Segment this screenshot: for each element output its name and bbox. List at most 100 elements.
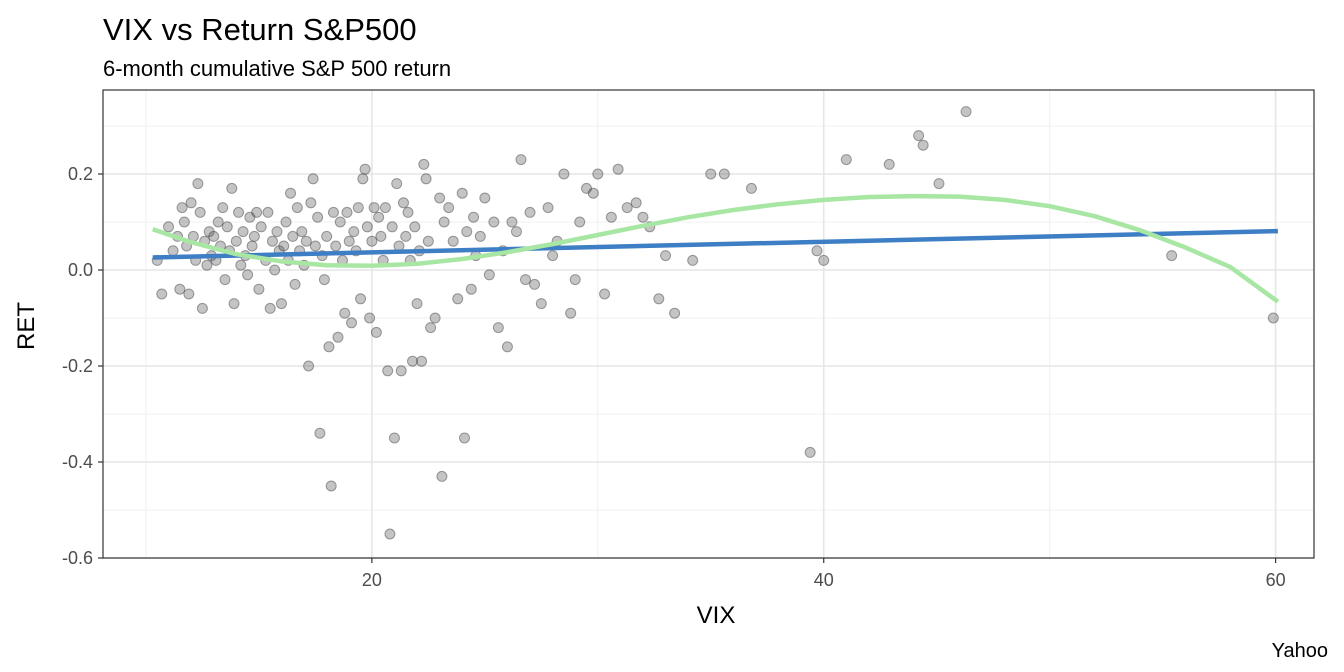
- data-point: [287, 230, 299, 242]
- data-point: [307, 173, 319, 185]
- data-point: [436, 470, 448, 482]
- chart-subtitle: 6-month cumulative S&P 500 return: [103, 56, 451, 81]
- data-point: [492, 322, 504, 334]
- data-point: [246, 240, 258, 252]
- data-point: [384, 528, 396, 540]
- data-point: [176, 202, 188, 214]
- data-point: [192, 178, 204, 190]
- x-axis-title: VIX: [697, 602, 736, 629]
- x-tick-label: 40: [814, 570, 834, 590]
- data-point: [840, 154, 852, 166]
- data-point: [468, 211, 480, 223]
- data-point: [1166, 250, 1178, 262]
- data-point: [569, 274, 581, 286]
- data-point: [883, 158, 895, 170]
- data-point: [565, 307, 577, 319]
- data-point: [235, 259, 247, 271]
- data-point: [397, 197, 409, 209]
- data-point: [438, 216, 450, 228]
- data-point: [323, 341, 335, 353]
- data-point: [425, 322, 437, 334]
- data-point: [379, 202, 391, 214]
- data-point: [411, 298, 423, 310]
- data-point: [226, 182, 238, 194]
- data-point: [501, 341, 513, 353]
- data-point: [312, 211, 324, 223]
- data-point: [407, 355, 419, 367]
- data-point: [244, 211, 256, 223]
- data-point: [745, 182, 757, 194]
- data-point: [167, 245, 179, 257]
- x-axis: 20 40 60: [362, 558, 1286, 590]
- panel-border: [102, 89, 1315, 559]
- y-axis-title: RET: [13, 302, 40, 350]
- data-point: [558, 168, 570, 180]
- data-point: [194, 206, 206, 218]
- caption: Yahoo: [1272, 640, 1328, 662]
- data-point: [185, 197, 197, 209]
- data-point: [917, 139, 929, 151]
- data-point: [422, 235, 434, 247]
- data-point: [339, 307, 351, 319]
- data-point: [300, 235, 312, 247]
- data-point: [296, 226, 308, 238]
- data-point: [321, 230, 333, 242]
- data-point: [208, 230, 220, 242]
- data-point: [510, 226, 522, 238]
- data-point: [203, 226, 215, 238]
- data-point: [705, 168, 717, 180]
- data-point: [305, 197, 317, 209]
- data-point: [458, 432, 470, 444]
- data-point: [178, 216, 190, 228]
- data-point: [212, 216, 224, 228]
- data-point: [183, 288, 195, 300]
- data-point: [1267, 312, 1279, 324]
- data-point: [230, 235, 242, 247]
- data-point: [370, 326, 382, 338]
- data-point: [524, 206, 536, 218]
- data-point: [718, 168, 730, 180]
- data-point: [391, 178, 403, 190]
- data-point: [605, 211, 617, 223]
- data-point: [375, 230, 387, 242]
- data-point: [228, 298, 240, 310]
- data-point: [429, 312, 441, 324]
- data-point: [242, 269, 254, 281]
- data-point: [506, 216, 518, 228]
- data-point: [580, 182, 592, 194]
- data-point: [237, 226, 249, 238]
- data-point: [156, 288, 168, 300]
- data-point: [804, 446, 816, 458]
- data-point: [913, 130, 925, 142]
- data-point: [465, 283, 477, 295]
- data-point: [519, 274, 531, 286]
- y-axis: -0.6 -0.4 -0.2 0.0 0.2: [62, 164, 103, 568]
- data-point: [309, 240, 321, 252]
- data-point: [612, 163, 624, 175]
- data-point: [255, 221, 267, 233]
- data-point: [361, 221, 373, 233]
- y-tick-label: -0.4: [62, 452, 93, 472]
- data-point: [269, 264, 281, 276]
- data-point: [248, 230, 260, 242]
- data-point: [637, 211, 649, 223]
- x-tick-label: 60: [1266, 570, 1286, 590]
- data-point: [318, 274, 330, 286]
- x-tick-label: 20: [362, 570, 382, 590]
- data-point: [388, 432, 400, 444]
- data-point: [233, 206, 245, 218]
- data-point: [368, 202, 380, 214]
- data-point: [479, 192, 491, 204]
- data-point: [357, 173, 369, 185]
- data-point: [343, 235, 355, 247]
- y-tick-label: 0.2: [68, 164, 93, 184]
- data-point: [409, 221, 421, 233]
- data-point: [217, 202, 229, 214]
- data-point: [341, 206, 353, 218]
- data-point: [221, 221, 233, 233]
- linear-fit-line: [152, 228, 1278, 260]
- data-point: [402, 206, 414, 218]
- chart-title: VIX vs Return S&P500: [103, 12, 417, 47]
- data-point: [386, 221, 398, 233]
- data-point: [456, 187, 468, 199]
